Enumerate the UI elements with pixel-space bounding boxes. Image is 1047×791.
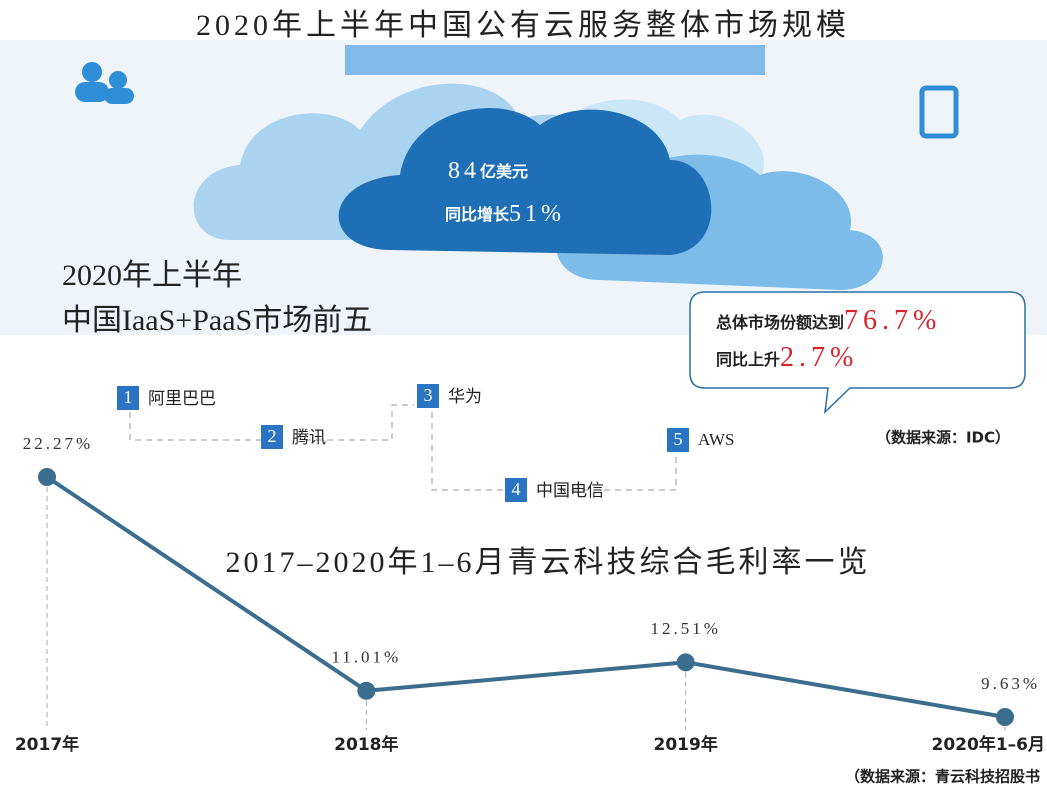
value-label: 22.27% bbox=[23, 434, 93, 453]
x-tick-label: 2020年1–6月 bbox=[932, 734, 1045, 755]
infographic: 2020年上半年中国公有云服务整体市场规模 84亿美元 同比增长51% 2020… bbox=[0, 0, 1047, 791]
rank-number: 5 bbox=[674, 429, 683, 449]
point bbox=[677, 653, 695, 671]
x-tick-label: 2019年 bbox=[654, 734, 718, 755]
cloud-amount: 84亿美元 bbox=[448, 158, 528, 184]
share: 76.7% bbox=[844, 305, 941, 336]
growth: 51% bbox=[509, 201, 565, 227]
rise-label: 同比上升 bbox=[716, 350, 780, 369]
rank-number: 2 bbox=[268, 426, 277, 446]
point bbox=[357, 682, 375, 700]
company-name: 腾讯 bbox=[292, 428, 326, 448]
rank-number: 1 bbox=[124, 387, 133, 407]
ranking-title: 中国IaaS+PaaS市场前五 bbox=[62, 304, 372, 337]
x-tick-label: 2017年 bbox=[15, 734, 79, 755]
rise: 2.7% bbox=[780, 342, 858, 373]
company-name: AWS bbox=[698, 430, 734, 449]
amount: 84 bbox=[448, 158, 480, 184]
page: {"header":{"title":"2020年上半年中国公有云服务整体市场规… bbox=[0, 0, 1047, 791]
company-name: 华为 bbox=[448, 387, 482, 407]
amount-unit: 亿美元 bbox=[480, 162, 528, 181]
source-chart: （数据来源：青云科技招股书 bbox=[845, 768, 1040, 786]
value-label: 11.01% bbox=[331, 648, 401, 667]
ranking-connectors bbox=[130, 405, 676, 490]
company-name: 阿里巴巴 bbox=[148, 389, 216, 409]
point bbox=[996, 708, 1014, 726]
cloud-growth: 同比增长51% bbox=[445, 201, 565, 227]
share-label: 总体市场份额达到 bbox=[716, 313, 844, 332]
main-title: 2020年上半年中国公有云服务整体市场规模 bbox=[196, 9, 850, 42]
x-tick-label: 2018年 bbox=[334, 734, 398, 755]
point bbox=[38, 468, 56, 486]
ranking-title: 2020年上半年 bbox=[62, 259, 242, 292]
value-label: 12.51% bbox=[650, 619, 720, 638]
line bbox=[47, 477, 1005, 717]
value-label: 9.63% bbox=[981, 674, 1040, 693]
rank-number: 4 bbox=[512, 479, 521, 499]
pixel-grid bbox=[345, 45, 765, 75]
growth-label: 同比增长 bbox=[445, 205, 510, 224]
company-name: 中国电信 bbox=[536, 481, 604, 501]
rank-number: 3 bbox=[424, 385, 433, 405]
chart-title: 2017–2020年1–6月青云科技综合毛利率一览 bbox=[226, 546, 871, 579]
source-idc: （数据来源：IDC） bbox=[876, 429, 1010, 447]
